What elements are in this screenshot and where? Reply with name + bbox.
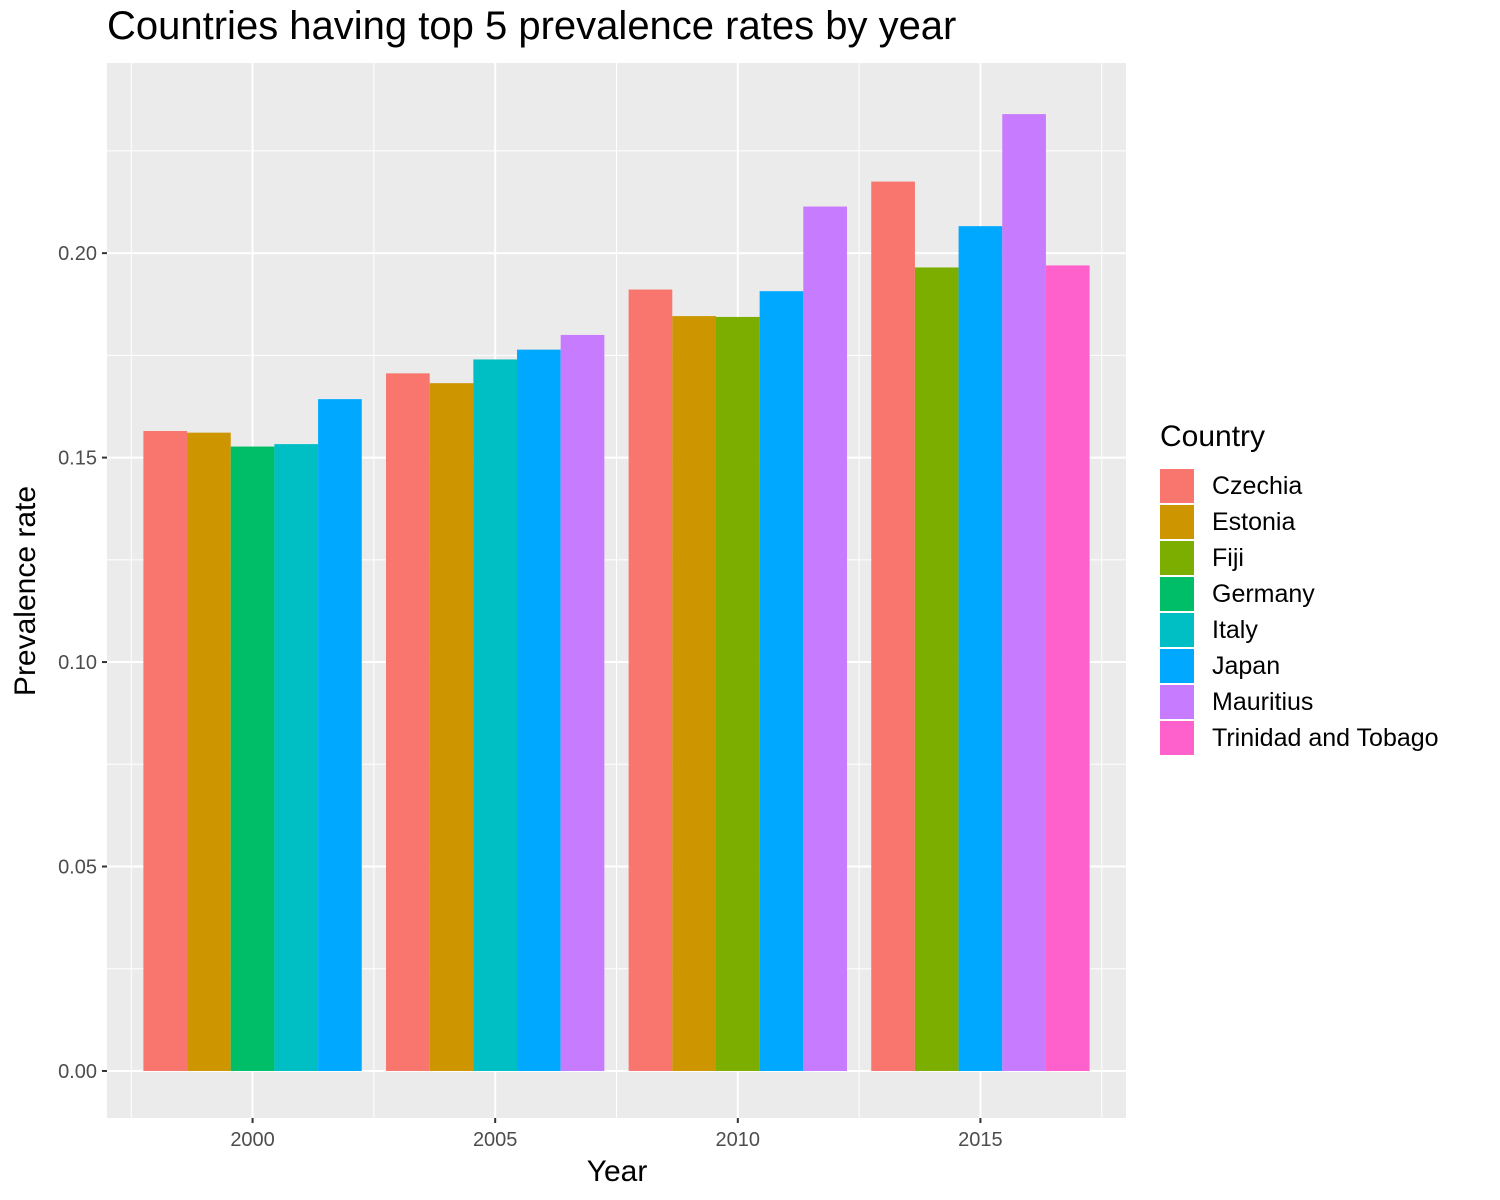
- legend-items: Czechia Estonia Fiji Germany Italy Japan Mauri…: [1160, 468, 1439, 756]
- legend-item: Germany: [1160, 576, 1439, 612]
- legend-label: Estonia: [1212, 507, 1296, 536]
- x-tick-label: 2015: [958, 1129, 1003, 1151]
- legend-swatch: [1160, 685, 1194, 719]
- x-tick-label: 2005: [473, 1129, 518, 1151]
- bar-2005-estonia: [429, 383, 474, 1071]
- legend-item: Czechia: [1160, 468, 1439, 504]
- bar-2015-fiji: [914, 267, 959, 1071]
- y-tick-label: 0.15: [58, 448, 97, 470]
- legend: Country Czechia Estonia Fiji Germany Italy Ja…: [1160, 420, 1439, 756]
- x-axis-label: Year: [587, 1155, 648, 1188]
- bar-2010-czechia: [628, 289, 673, 1071]
- legend-swatch: [1160, 721, 1194, 755]
- bar-2010-japan: [759, 291, 804, 1071]
- bar-2015-japan: [958, 226, 1003, 1071]
- bar-2010-mauritius: [803, 206, 847, 1071]
- bar-2000-japan: [318, 399, 362, 1071]
- legend-label: Mauritius: [1212, 687, 1314, 716]
- legend-label: Czechia: [1212, 471, 1303, 500]
- legend-label: Fiji: [1212, 543, 1244, 572]
- y-tick-label: 0.00: [58, 1061, 97, 1083]
- bar-2005-czechia: [386, 373, 430, 1071]
- legend-swatch: [1160, 505, 1194, 539]
- bar-2000-estonia: [187, 432, 231, 1071]
- bar-2005-mauritius: [560, 334, 605, 1071]
- legend-item: Fiji: [1160, 540, 1439, 576]
- bar-2005-japan: [517, 349, 561, 1071]
- chart-title: Countries having top 5 prevalence rates …: [107, 4, 957, 48]
- legend-label: Italy: [1212, 615, 1258, 644]
- legend-swatch: [1160, 577, 1194, 611]
- bar-2015-trinidad-and-tobago: [1045, 265, 1090, 1071]
- legend-label: Trinidad and Tobago: [1212, 723, 1439, 752]
- y-tick-label: 0.10: [58, 652, 97, 674]
- legend-item: Mauritius: [1160, 684, 1439, 720]
- x-tick-label: 2010: [716, 1129, 761, 1151]
- legend-item: Italy: [1160, 612, 1439, 648]
- legend-title: Country: [1160, 420, 1266, 453]
- legend-swatch: [1160, 469, 1194, 503]
- legend-item: Japan: [1160, 648, 1439, 684]
- y-tick-label: 0.05: [58, 857, 97, 879]
- legend-swatch: [1160, 649, 1194, 683]
- legend-label: Japan: [1212, 651, 1281, 680]
- legend-item: Trinidad and Tobago: [1160, 720, 1439, 756]
- y-axis-label: Prevalence rate: [9, 486, 42, 696]
- bar-2015-mauritius: [1002, 114, 1046, 1071]
- bar-2000-italy: [274, 444, 319, 1071]
- legend-swatch: [1160, 541, 1194, 575]
- bar-2010-estonia: [672, 316, 716, 1071]
- legend-item: Estonia: [1160, 504, 1439, 540]
- legend-swatch: [1160, 613, 1194, 647]
- x-tick-label: 2000: [230, 1129, 275, 1151]
- bar-2005-italy: [473, 359, 518, 1071]
- legend-label: Germany: [1212, 579, 1315, 608]
- bar-2010-fiji: [715, 316, 760, 1071]
- x-axis: 2000 2005 2010 2015: [230, 1118, 1003, 1151]
- y-tick-label: 0.20: [58, 243, 97, 265]
- bars: [143, 114, 1090, 1071]
- bar-2015-czechia: [871, 181, 915, 1071]
- bar-2000-czechia: [143, 431, 188, 1071]
- bar-2000-germany: [230, 446, 275, 1071]
- y-axis: 0.00 0.05 0.10 0.15 0.20: [58, 243, 107, 1083]
